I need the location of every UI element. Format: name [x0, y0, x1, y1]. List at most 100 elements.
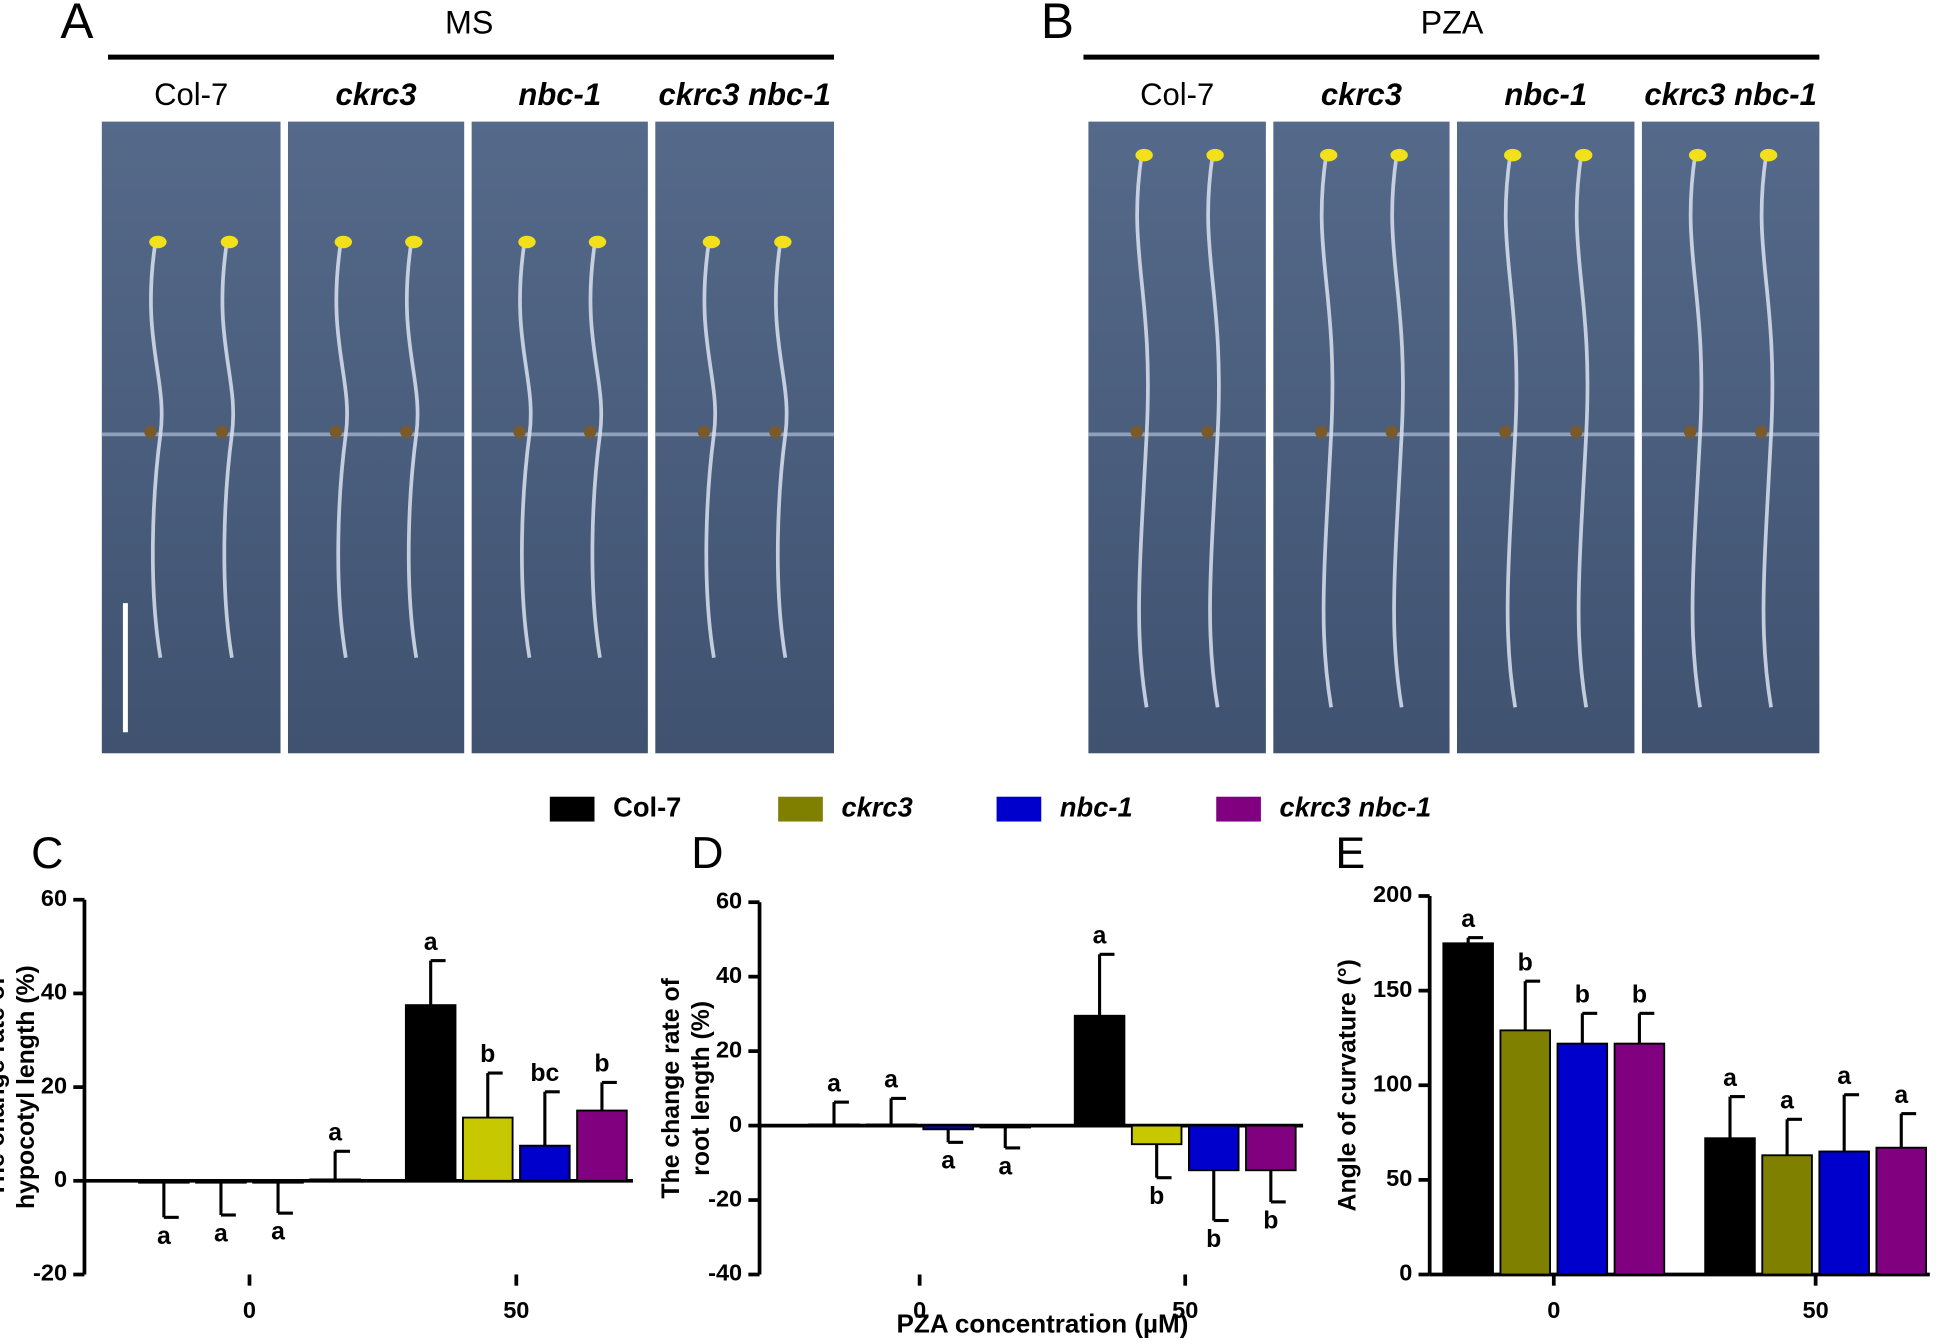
seed — [1385, 425, 1398, 439]
y-axis-label: Angle of curvature (°) — [1335, 959, 1362, 1211]
significance-letter: a — [998, 1153, 1012, 1180]
legend-label: nbc-1 — [1060, 791, 1133, 822]
treatment-label: PZA — [1421, 4, 1484, 40]
legend-label: ckrc3 nbc-1 — [1280, 791, 1432, 822]
seed — [769, 425, 782, 439]
bar — [1556, 1042, 1609, 1276]
x-tick-label: 0 — [243, 1297, 256, 1323]
bar — [1499, 1029, 1551, 1276]
y-tick-label: 40 — [716, 962, 742, 988]
significance-letter: a — [1837, 1063, 1851, 1090]
y-tick-label: 0 — [1399, 1260, 1412, 1286]
y-tick-label: -20 — [708, 1185, 742, 1211]
genotype-label: Col-7 — [1140, 77, 1214, 112]
bar — [1704, 1137, 1756, 1276]
cotyledon — [1135, 148, 1153, 162]
legend-swatch — [778, 796, 823, 822]
bar — [1073, 1014, 1126, 1127]
x-tick-label: 50 — [1172, 1297, 1198, 1323]
cotyledon — [518, 235, 536, 249]
y-tick-label: 20 — [716, 1036, 742, 1062]
seedling — [220, 241, 236, 659]
seedling — [702, 241, 718, 659]
y-axis-label: hypocotyl length (%) — [13, 965, 40, 1209]
seedling — [1503, 154, 1519, 708]
seed — [215, 425, 229, 439]
seed — [1683, 425, 1697, 439]
x-tick-label: 0 — [1547, 1297, 1560, 1323]
panel-letter: D — [691, 829, 723, 878]
significance-letter: bc — [530, 1060, 559, 1087]
cotyledon — [1688, 148, 1707, 162]
significance-letter: a — [271, 1219, 285, 1246]
legend-swatch — [1216, 796, 1261, 822]
bar — [1245, 1124, 1297, 1172]
bar — [519, 1144, 571, 1182]
seedling-photo — [101, 121, 281, 754]
significance-letter: a — [941, 1148, 955, 1175]
seed — [329, 425, 343, 439]
seedling-photo — [471, 121, 648, 754]
bar — [462, 1116, 514, 1182]
seed — [513, 425, 526, 439]
panel-letter: B — [1041, 0, 1074, 49]
legend-label: ckrc3 — [841, 791, 912, 822]
y-tick-label: -20 — [33, 1260, 67, 1286]
y-axis-label: The change rate of — [658, 977, 685, 1198]
genotype-label: nbc-1 — [518, 77, 601, 112]
cotyledon — [220, 235, 239, 249]
panel-letter: C — [31, 829, 63, 878]
y-tick-label: 150 — [1373, 976, 1412, 1002]
bar — [252, 1179, 304, 1184]
seed — [1754, 425, 1768, 439]
bar — [309, 1178, 361, 1183]
y-tick-label: 40 — [41, 979, 67, 1005]
bar — [808, 1123, 860, 1128]
seedling — [518, 241, 533, 659]
significance-letter: b — [1518, 949, 1533, 976]
significance-letter: a — [1461, 906, 1475, 933]
seedling — [1319, 154, 1335, 708]
panel-letter: A — [60, 0, 93, 49]
cotyledon — [149, 235, 167, 249]
bar — [1442, 942, 1494, 1276]
significance-letter: a — [1780, 1087, 1794, 1114]
seedling-photo — [1088, 121, 1266, 754]
cotyledon — [1759, 148, 1778, 162]
seed — [1570, 425, 1583, 439]
y-axis-label: root length (%) — [688, 1001, 715, 1176]
y-tick-label: -40 — [708, 1260, 742, 1286]
y-tick-label: 60 — [41, 885, 67, 911]
seedling — [588, 241, 604, 659]
bar — [1188, 1124, 1240, 1172]
bar — [1613, 1042, 1666, 1276]
cotyledon — [1575, 148, 1593, 162]
seedling — [1688, 154, 1704, 708]
bar — [1875, 1146, 1928, 1276]
bar — [979, 1124, 1032, 1129]
bar — [922, 1124, 974, 1131]
seedling — [149, 241, 164, 659]
cotyledon — [1504, 148, 1522, 162]
cotyledon — [1390, 148, 1408, 162]
genotype-label: nbc-1 — [1504, 77, 1587, 112]
seed — [1499, 425, 1512, 439]
x-tick-label: 50 — [1803, 1297, 1829, 1323]
y-tick-label: 0 — [54, 1166, 67, 1192]
cotyledon — [405, 235, 423, 249]
seedling-photo — [1273, 121, 1450, 754]
seedling-photo — [655, 121, 835, 754]
panel-letter: E — [1335, 829, 1365, 878]
seedling — [1135, 154, 1150, 708]
significance-letter: b — [1632, 982, 1647, 1009]
cotyledon — [1319, 148, 1338, 162]
significance-letter: a — [214, 1220, 228, 1247]
seedling — [404, 241, 420, 659]
seedling — [1574, 154, 1590, 708]
bar — [1818, 1150, 1870, 1276]
legend-label: Col-7 — [613, 791, 681, 822]
seed — [583, 425, 597, 439]
significance-letter: b — [1575, 982, 1590, 1009]
cotyledon — [702, 235, 721, 249]
